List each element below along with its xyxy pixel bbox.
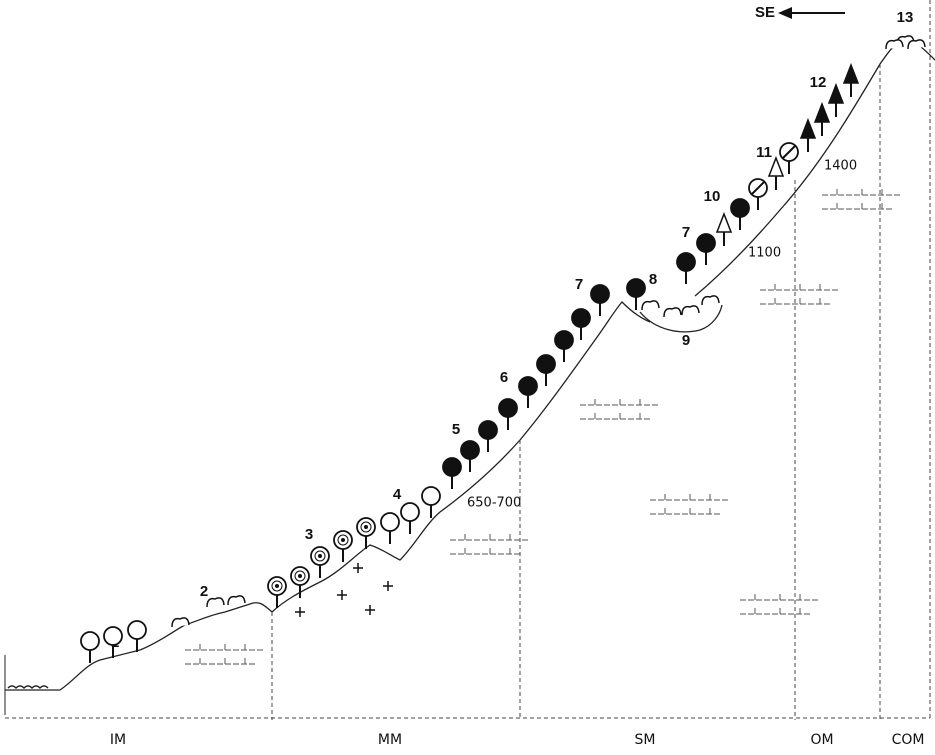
tree-crown bbox=[461, 441, 479, 459]
terrain-hollow bbox=[640, 305, 722, 332]
altitude-label: 650-700 bbox=[467, 496, 521, 511]
shrub bbox=[664, 308, 681, 317]
tree-crown bbox=[298, 574, 302, 578]
shrub bbox=[886, 40, 903, 49]
limestone bbox=[650, 492, 730, 500]
tree-crown bbox=[731, 199, 749, 217]
stage-label: 9 bbox=[682, 332, 690, 349]
direction-arrowhead bbox=[778, 7, 792, 19]
cross bbox=[337, 590, 347, 600]
limestone bbox=[185, 656, 255, 664]
tree-crown bbox=[519, 377, 537, 395]
zone-label: OM bbox=[810, 732, 833, 748]
vegetation-profile: SE 123456789710111213650-70011001400IMMM… bbox=[0, 0, 935, 755]
shrub bbox=[172, 618, 189, 627]
zone-label: COM bbox=[892, 732, 925, 748]
limestone bbox=[822, 187, 902, 195]
stage-label: 4 bbox=[393, 486, 402, 503]
tree-crown bbox=[128, 621, 146, 639]
limestone bbox=[185, 642, 265, 650]
limestone bbox=[450, 532, 530, 540]
tree-crown bbox=[572, 309, 590, 327]
tree-crown bbox=[717, 214, 731, 232]
tree-crown bbox=[104, 627, 122, 645]
stage-label: 13 bbox=[897, 9, 914, 26]
stage-label: 5 bbox=[452, 421, 460, 438]
limestone bbox=[580, 411, 650, 419]
tree-crown bbox=[443, 458, 461, 476]
tree-crown bbox=[815, 104, 829, 122]
stage-label: 2 bbox=[200, 583, 208, 600]
shrub bbox=[702, 296, 719, 305]
stage-label: 3 bbox=[305, 526, 313, 543]
tree-crown bbox=[555, 331, 573, 349]
tree-crown bbox=[697, 234, 715, 252]
shrub bbox=[228, 596, 245, 605]
shrub bbox=[682, 306, 699, 315]
limestone bbox=[580, 397, 660, 405]
stage-label: 7 bbox=[682, 224, 690, 241]
tree-crown bbox=[677, 253, 695, 271]
tree-crown bbox=[341, 538, 345, 542]
tree-crown bbox=[318, 554, 322, 558]
stage-label: 6 bbox=[500, 369, 508, 386]
tree-crown bbox=[401, 503, 419, 521]
limestone bbox=[650, 506, 720, 514]
direction-label: SE bbox=[755, 4, 775, 21]
tree-crown bbox=[381, 513, 399, 531]
tree-crown bbox=[422, 487, 440, 505]
cross bbox=[383, 581, 393, 591]
cross bbox=[295, 607, 305, 617]
tree-crown bbox=[479, 421, 497, 439]
tree-crown bbox=[829, 85, 843, 103]
altitude-label: 1100 bbox=[748, 246, 781, 261]
zone-label: SM bbox=[635, 732, 656, 748]
stage-label: 8 bbox=[649, 271, 657, 288]
zone-label: IM bbox=[110, 732, 126, 748]
stage-label: 10 bbox=[704, 188, 721, 205]
stage-label: 12 bbox=[810, 74, 827, 91]
limestone bbox=[740, 592, 820, 600]
limestone bbox=[450, 546, 520, 554]
tree-crown bbox=[591, 285, 609, 303]
tree-crown bbox=[81, 632, 99, 650]
tree-crown bbox=[801, 120, 815, 138]
tree-crown bbox=[627, 279, 645, 297]
water bbox=[8, 686, 48, 688]
zone-label: MM bbox=[378, 732, 402, 748]
altitude-label: 1400 bbox=[824, 159, 857, 174]
shrub bbox=[207, 598, 224, 607]
tree-crown bbox=[537, 355, 555, 373]
limestone bbox=[760, 282, 840, 290]
tree-crown bbox=[844, 65, 858, 83]
limestone bbox=[822, 201, 892, 209]
stage-label: 11 bbox=[756, 144, 772, 161]
limestone bbox=[740, 606, 810, 614]
cross bbox=[365, 605, 375, 615]
tree-crown bbox=[275, 584, 279, 588]
tree-crown bbox=[499, 399, 517, 417]
tree-crown bbox=[364, 525, 368, 529]
stage-label: 7 bbox=[575, 276, 583, 293]
shrub bbox=[642, 301, 659, 310]
cross bbox=[353, 563, 363, 573]
